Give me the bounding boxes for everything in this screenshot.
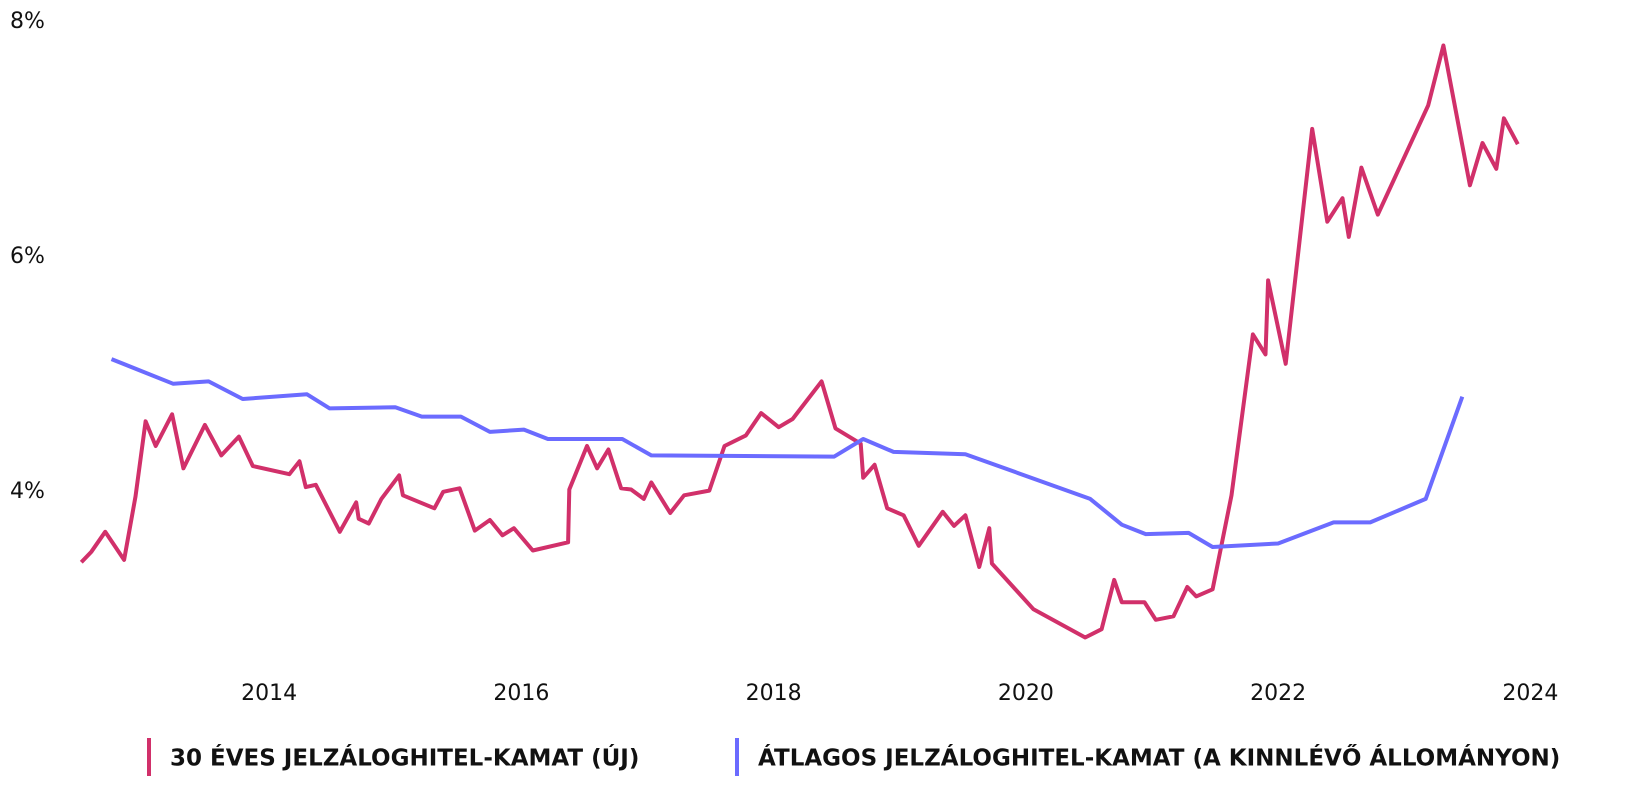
y-tick-label: 4% [10,479,45,504]
legend-label: ÁTLAGOS JELZÁLOGHITEL-KAMAT (A KINNLÉVŐ … [758,744,1560,772]
x-tick-label: 2024 [1502,681,1558,706]
line-series [79,43,1520,640]
x-tick-label: 2022 [1250,681,1306,706]
x-tick-label: 2014 [241,681,297,706]
y-tick-label: 6% [10,244,45,269]
legend-swatch [735,738,739,776]
x-tick-label: 2016 [493,681,549,706]
line-series [110,357,1465,549]
y-tick-label: 8% [10,9,45,34]
x-tick-label: 2020 [998,681,1054,706]
legend-swatch [147,738,151,776]
x-tick-label: 2018 [746,681,802,706]
legend-label: 30 ÉVES JELZÁLOGHITEL-KAMAT (ÚJ) [170,744,639,772]
